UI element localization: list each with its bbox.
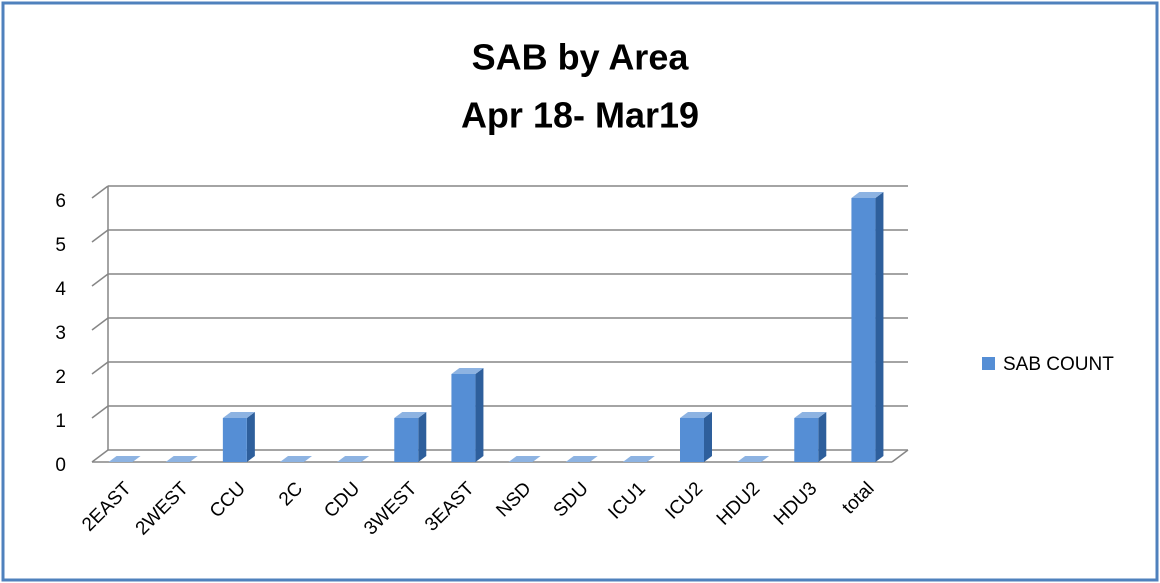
y-tick-label: 4	[55, 279, 66, 300]
bar-top	[337, 456, 370, 462]
grid-line	[91, 229, 109, 243]
bar-top	[108, 456, 141, 462]
y-tick-label: 5	[55, 235, 66, 256]
bar-top	[622, 456, 655, 462]
grid-line	[91, 361, 109, 375]
bar	[222, 418, 247, 462]
bar-top	[508, 456, 541, 462]
bar	[680, 418, 704, 462]
grid-line	[91, 449, 109, 463]
y-tick-label: 3	[55, 323, 66, 344]
bar	[794, 418, 819, 462]
bar-side	[875, 192, 884, 462]
bar-side	[704, 412, 712, 462]
grid-line	[91, 405, 109, 419]
y-tick-label: 1	[55, 411, 66, 432]
grid-line	[91, 273, 109, 287]
bar-side	[418, 412, 427, 462]
chart-subtitle: Apr 18- Mar19	[461, 95, 699, 136]
bar-top	[565, 456, 598, 462]
bar	[451, 374, 476, 462]
bar	[394, 418, 419, 462]
bar-top	[394, 412, 427, 418]
legend-swatch	[982, 357, 995, 370]
chart-title: SAB by Area	[472, 37, 690, 78]
bar-side	[475, 368, 484, 462]
bar-side	[246, 412, 255, 462]
grid-line	[91, 317, 109, 331]
bar	[851, 198, 876, 462]
y-tick-label: 6	[55, 191, 66, 212]
grid-line	[91, 185, 109, 199]
bar-top	[680, 412, 712, 418]
bar-top	[794, 412, 827, 418]
legend-label: SAB COUNT	[1003, 354, 1114, 375]
bar-top	[737, 456, 770, 462]
bar-top	[280, 456, 312, 462]
bar-side	[818, 412, 827, 462]
axis-line	[891, 449, 909, 463]
y-tick-label: 0	[55, 455, 66, 476]
bar-top	[165, 456, 198, 462]
y-tick-label: 2	[55, 367, 66, 388]
bar-top	[851, 192, 884, 198]
bar-top	[222, 412, 255, 418]
bar-top	[451, 368, 484, 374]
